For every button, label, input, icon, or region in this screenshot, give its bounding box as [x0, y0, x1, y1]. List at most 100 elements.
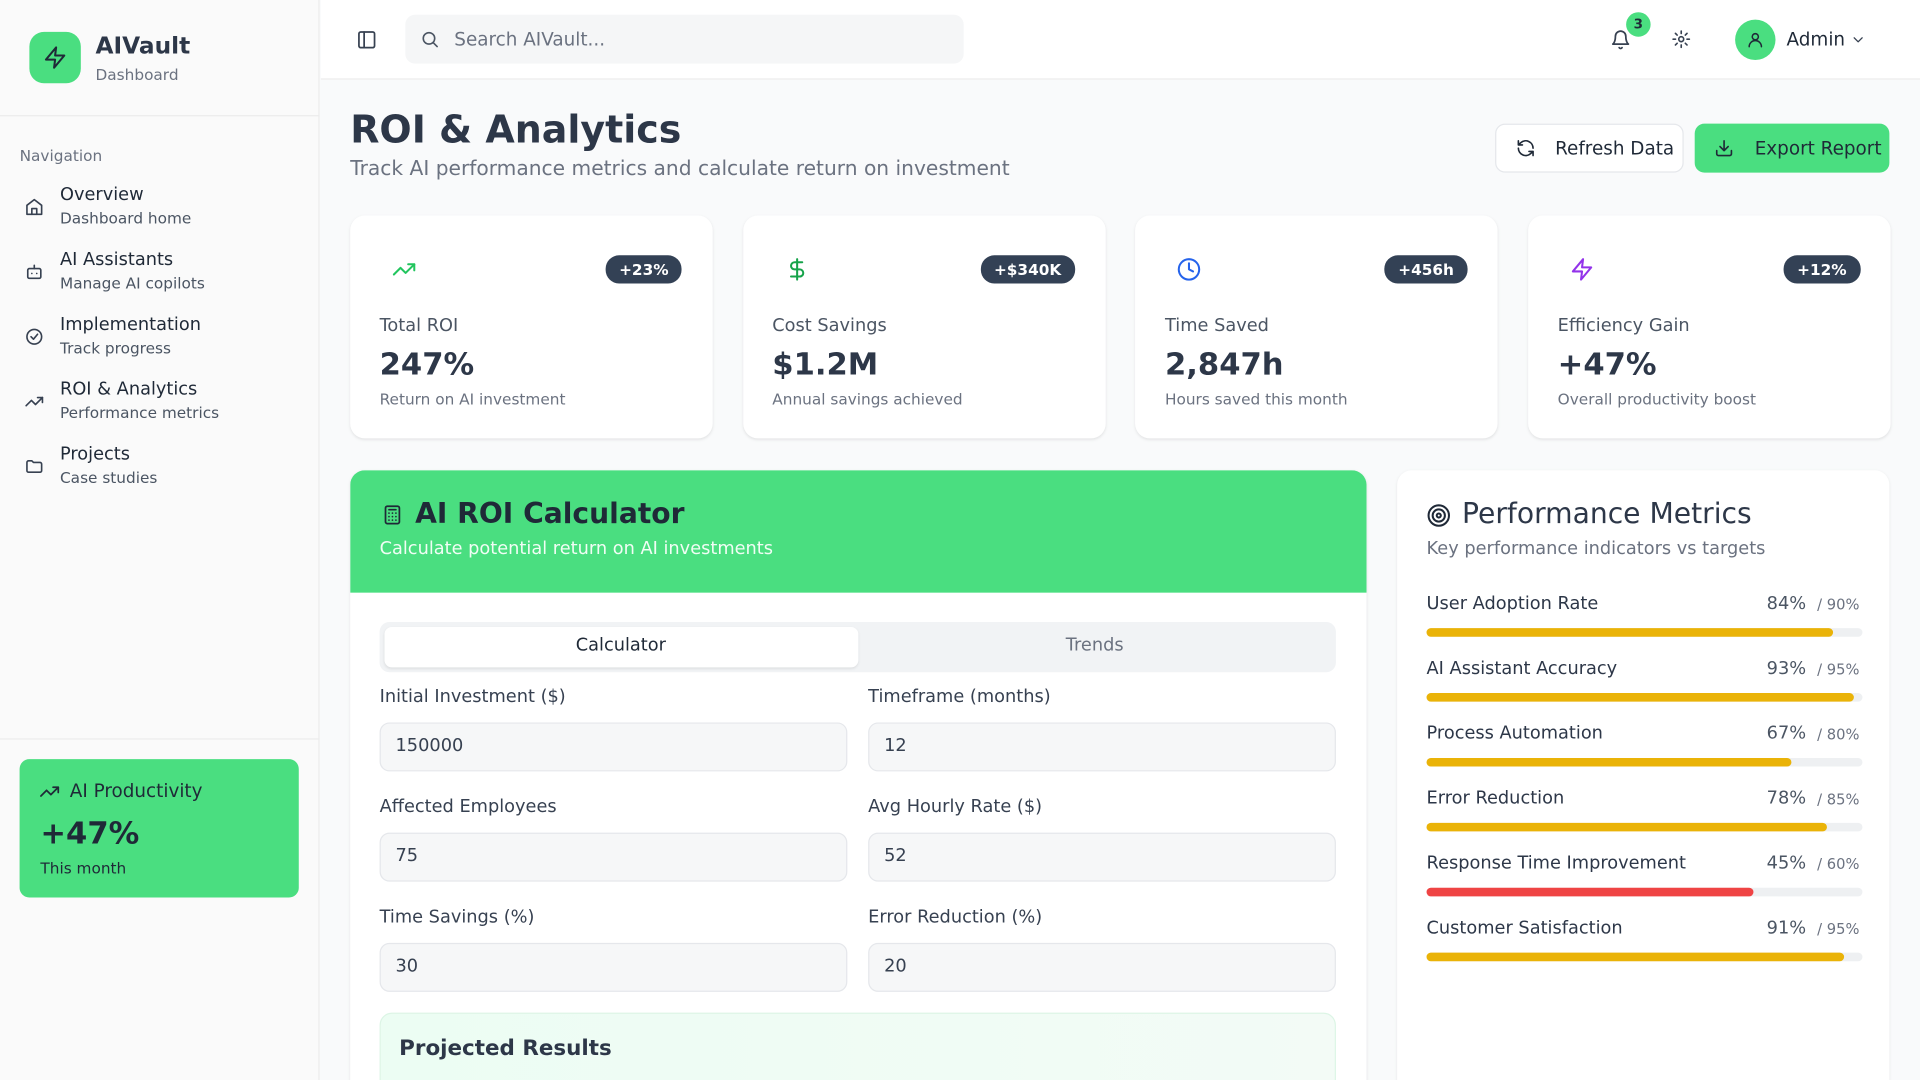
divider: [0, 115, 320, 117]
stat-label: Total ROI: [379, 316, 459, 336]
metric-name: User Adoption Rate: [1426, 594, 1599, 614]
nav-icon: [25, 396, 44, 407]
field-input[interactable]: [868, 832, 1336, 882]
field-value: 12: [884, 736, 907, 756]
nav-item[interactable]: [10, 438, 310, 492]
search-placeholder: Search AIVault...: [454, 28, 606, 51]
notification-badge: [1626, 12, 1651, 37]
metric-target: / 95%: [1817, 660, 1860, 679]
metric-bar: [1426, 757, 1792, 767]
download-icon: [1715, 140, 1733, 157]
promo-card: [19, 759, 299, 898]
nav-sub: Track progress: [60, 338, 172, 357]
calculator-subtitle: Calculate potential return on AI investm…: [379, 539, 774, 559]
nav-icon: [26, 264, 42, 280]
metric-target: / 60%: [1817, 855, 1860, 873]
field-value: 52: [884, 846, 907, 867]
bell-button[interactable]: [1610, 29, 1631, 50]
metric-target: / 80%: [1817, 725, 1860, 744]
field-value: 20: [884, 956, 907, 977]
results-box: [379, 1012, 1336, 1080]
field-input[interactable]: [868, 722, 1336, 772]
stat-value: $1.2M: [772, 346, 879, 383]
stat-caption: Return on AI investment: [379, 390, 566, 409]
stat-icon: [1571, 258, 1593, 281]
metric-value: 91%: [1766, 918, 1807, 939]
nav-icon: [26, 328, 43, 345]
divider: [0, 738, 320, 740]
nav-label: Implementation: [60, 315, 201, 335]
nav-icon: [26, 198, 43, 216]
nav-label: Overview: [60, 185, 144, 205]
metric-value: 78%: [1766, 788, 1807, 809]
metric-bar: [1426, 952, 1845, 962]
search-icon: [422, 31, 438, 48]
stat-caption: Annual savings achieved: [772, 390, 963, 409]
metric-bar: [1426, 628, 1834, 637]
metric-value: 67%: [1766, 724, 1807, 744]
notification-count: 3: [1633, 16, 1644, 33]
metrics-title: Performance Metrics: [1462, 498, 1752, 531]
stat-label: Cost Savings: [772, 316, 887, 336]
logo-icon: [44, 46, 66, 69]
metric-name: Process Automation: [1426, 724, 1603, 744]
metric-bar: [1426, 887, 1754, 897]
nav-sub: Manage AI copilots: [60, 273, 205, 293]
refresh-icon: [1517, 140, 1534, 157]
stat-card: [742, 215, 1106, 439]
user-icon: [1748, 32, 1763, 48]
refresh-button[interactable]: [1495, 123, 1684, 173]
tab-trends[interactable]: Trends: [1065, 635, 1124, 656]
calculator-header: [350, 470, 1367, 593]
search-box[interactable]: [405, 14, 964, 64]
settings-button[interactable]: [1671, 29, 1691, 49]
logo[interactable]: [29, 31, 81, 84]
metric-value: 84%: [1766, 594, 1807, 614]
results-title: Projected Results: [399, 1036, 612, 1062]
stat-label: Time Saved: [1164, 316, 1269, 336]
metrics-subtitle: Key performance indicators vs targets: [1426, 539, 1766, 559]
stat-value: 2,847h: [1164, 346, 1284, 383]
metric-bar: [1426, 693, 1854, 702]
nav-heading: Navigation: [19, 146, 103, 165]
metric-target: / 95%: [1817, 920, 1860, 938]
stat-icon: [789, 258, 804, 281]
nav-sub: Dashboard home: [60, 208, 192, 228]
metric-name: AI Assistant Accuracy: [1426, 659, 1618, 679]
nav-label: AI Assistants: [60, 250, 174, 270]
calculator-icon: [384, 505, 401, 525]
field-value: 30: [395, 956, 419, 977]
nav-label: ROI & Analytics: [60, 379, 198, 400]
field-input[interactable]: [379, 832, 848, 882]
stat-card: [1135, 215, 1499, 439]
chevron[interactable]: [1850, 32, 1866, 48]
metric-name: Response Time Improvement: [1426, 853, 1686, 874]
stat-label: Efficiency Gain: [1557, 316, 1690, 336]
nav-icon: [26, 460, 43, 474]
stat-badge: +23%: [605, 255, 683, 284]
field-label: Time Savings (%): [379, 907, 535, 928]
nav-sub: Performance metrics: [60, 403, 220, 422]
field-input[interactable]: [379, 942, 848, 992]
metric-value: 93%: [1766, 659, 1807, 679]
stat-caption: Overall productivity boost: [1557, 390, 1757, 409]
trend-icon: [40, 786, 60, 797]
target-icon: [1427, 504, 1451, 527]
stat-icon: [392, 263, 416, 276]
field-value: 75: [395, 846, 419, 867]
field-input[interactable]: [379, 722, 848, 772]
stat-value: +47%: [1557, 346, 1657, 383]
nav-label: Projects: [60, 444, 131, 465]
field-label: Initial Investment ($): [379, 687, 566, 707]
tab-active[interactable]: [384, 626, 859, 668]
field-input[interactable]: [868, 942, 1336, 992]
user-name[interactable]: Admin: [1786, 28, 1846, 51]
tab-calculator[interactable]: Calculator: [575, 635, 666, 656]
field-label: Avg Hourly Rate ($): [868, 797, 1043, 818]
sidebar-toggle[interactable]: [356, 29, 377, 50]
brand-name: AIVault: [95, 32, 191, 60]
field-label: Affected Employees: [379, 797, 557, 818]
export-label: Export Report: [1754, 137, 1882, 160]
stat-card: [1528, 215, 1891, 439]
